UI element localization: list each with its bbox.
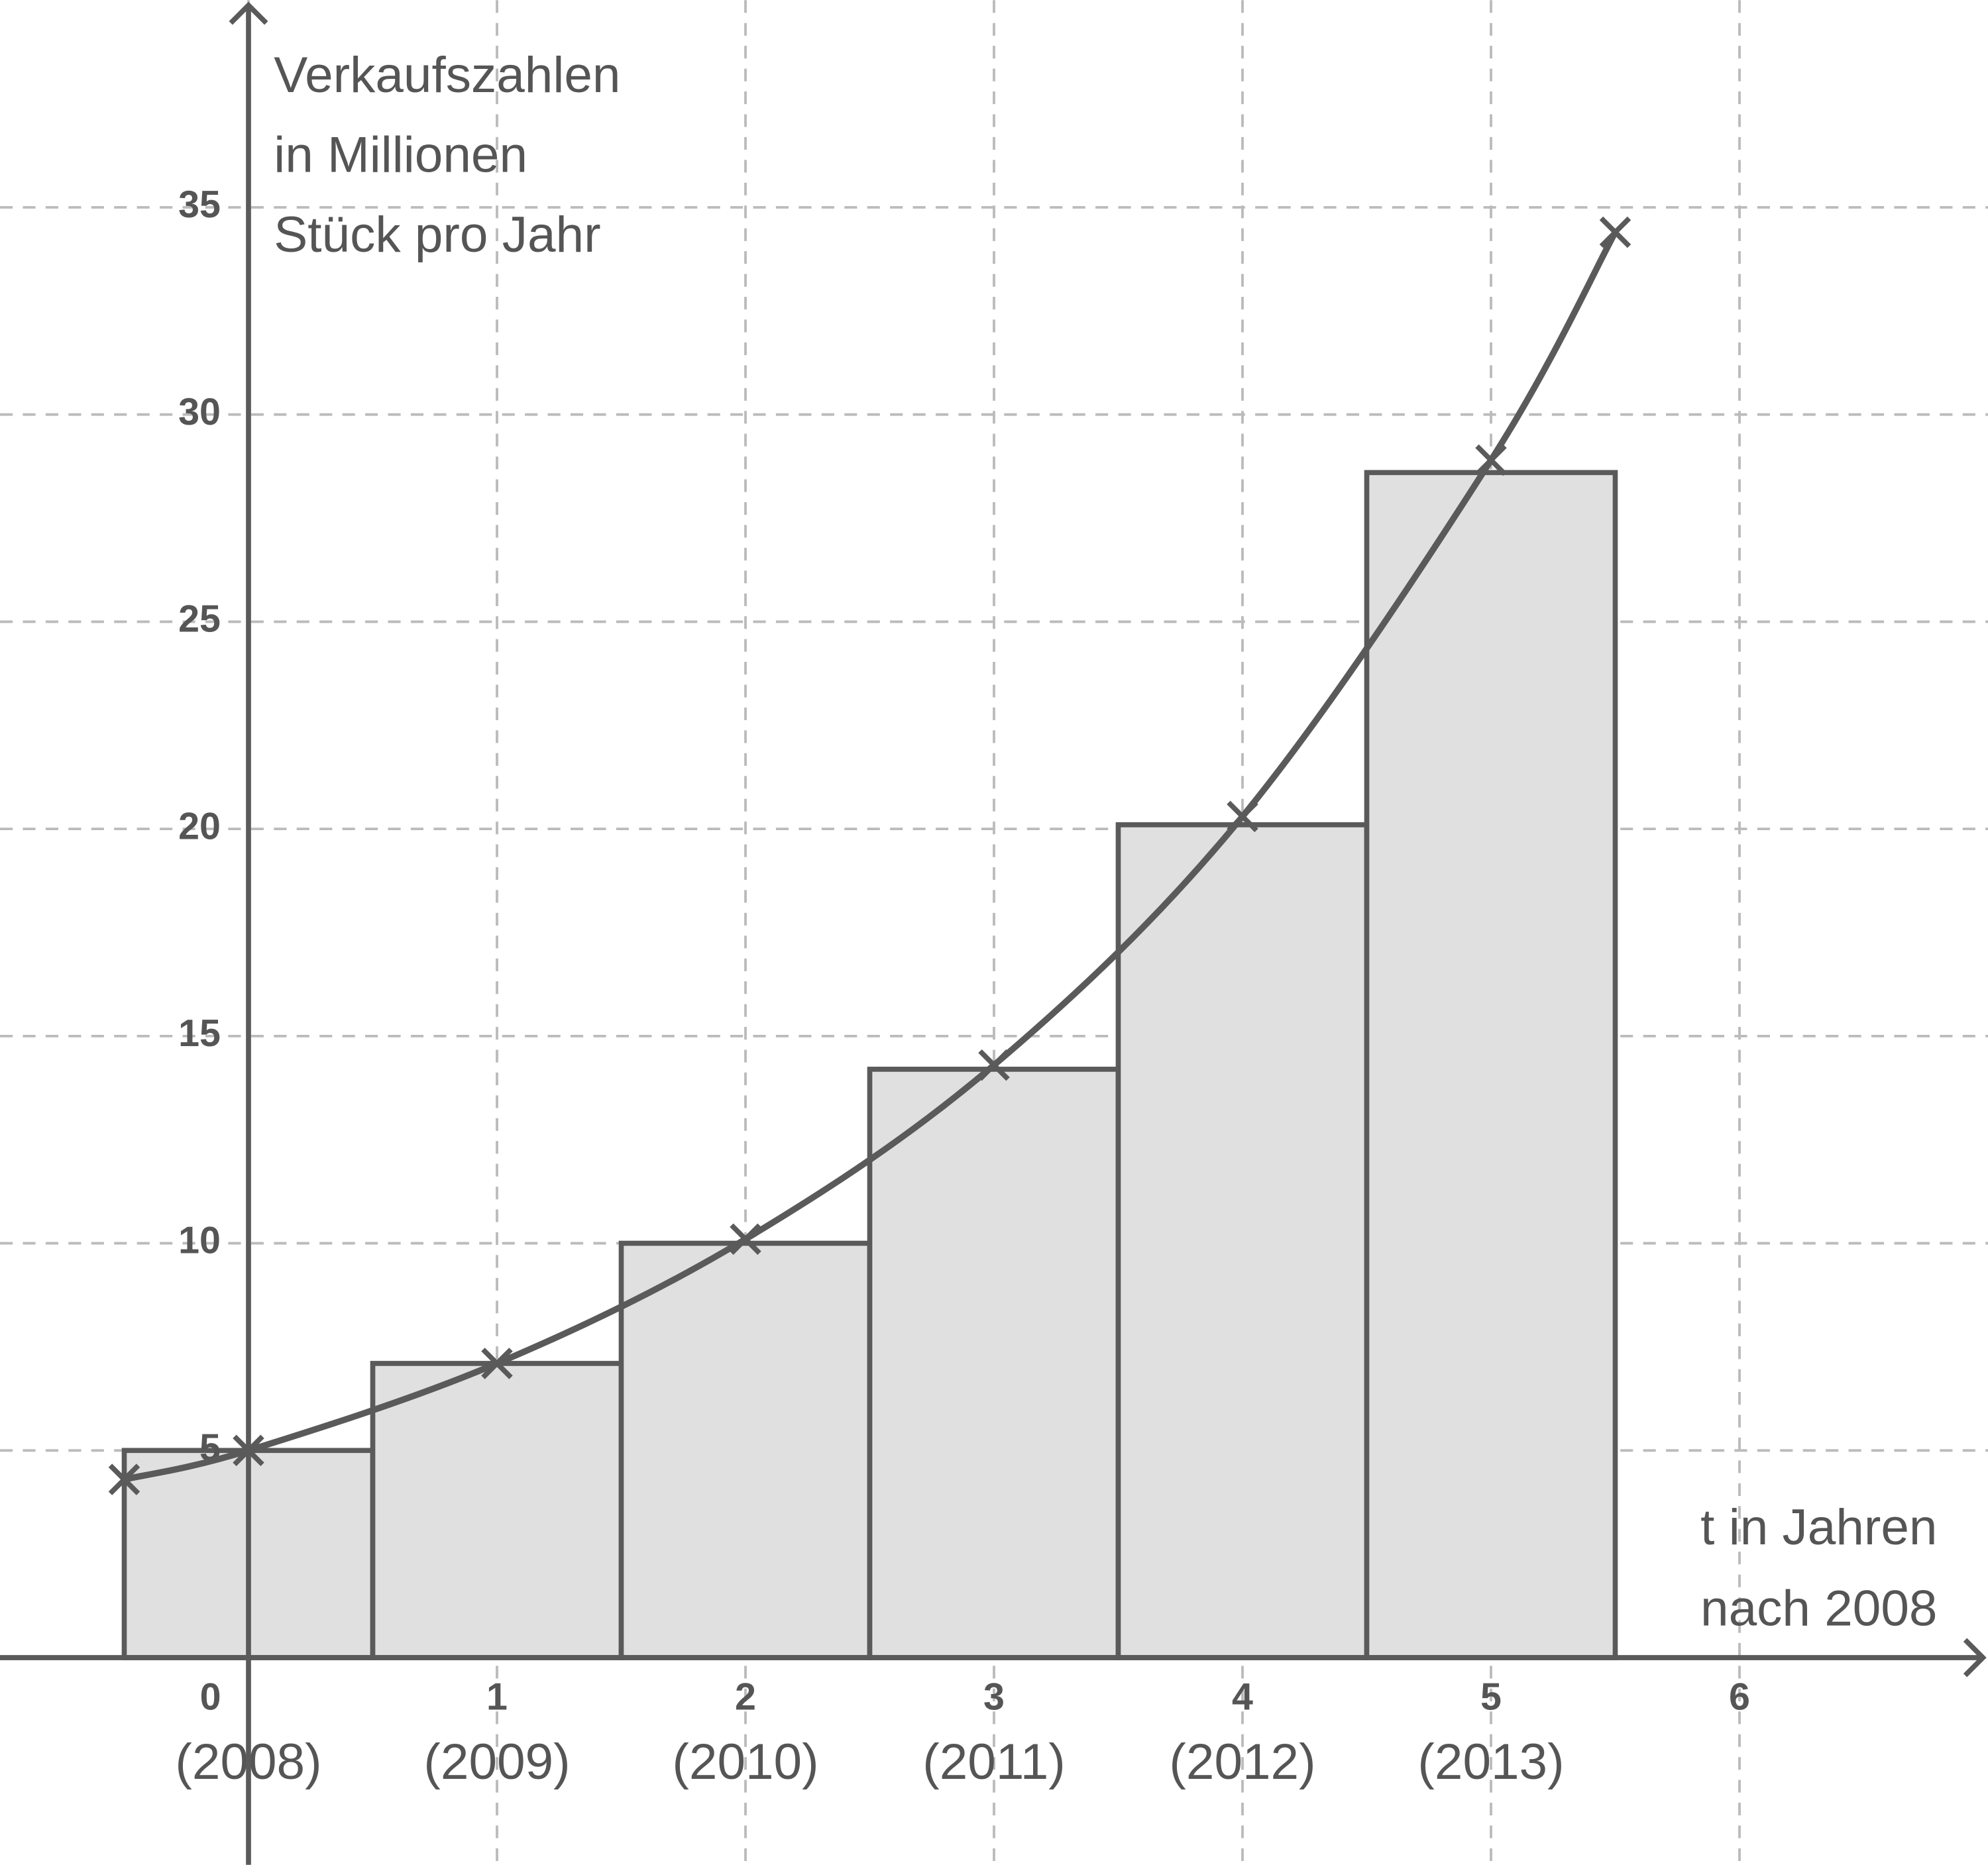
cross-marker — [730, 1223, 761, 1255]
year-label: (2013) — [1417, 1734, 1564, 1790]
bars — [121, 470, 1618, 1660]
y-axis-arrow — [229, 1, 268, 25]
cross-marker — [978, 1049, 1010, 1081]
curve — [123, 231, 1618, 1483]
y-axis-label: Stück pro Jahr — [274, 207, 600, 263]
x-tick-label: 2 — [735, 1676, 756, 1718]
x-tick-label: 4 — [1232, 1676, 1253, 1718]
cross-marker — [1227, 800, 1258, 833]
bar — [867, 1067, 1121, 1660]
y-tick-label: 10 — [178, 1220, 221, 1262]
y-axis-label: Verkaufszahlen — [274, 47, 620, 103]
x-tick-label: 1 — [486, 1676, 508, 1718]
x-tick-label: 0 — [200, 1676, 221, 1718]
x-tick-label: 5 — [1480, 1676, 1502, 1718]
x-axis-label: t in Jahren — [1700, 1499, 1937, 1556]
cross-marker — [1475, 444, 1507, 476]
year-label: (2011) — [922, 1734, 1066, 1790]
cross-marker — [481, 1348, 513, 1379]
bar — [370, 1361, 624, 1660]
y-tick-label: 35 — [178, 184, 221, 226]
x-axis-label: nach 2008 — [1700, 1580, 1937, 1636]
y-axis-label: in Millionen — [274, 127, 527, 184]
x-tick-label: 3 — [983, 1676, 1005, 1718]
x-tick-label: 6 — [1729, 1676, 1750, 1718]
year-label: (2010) — [672, 1734, 818, 1790]
cross-marker — [1599, 216, 1631, 248]
foreground — [108, 216, 1631, 1495]
y-tick-label: 25 — [178, 598, 221, 641]
cross-marker — [233, 1434, 264, 1467]
bar — [618, 1240, 873, 1660]
y-tick-label: 30 — [178, 391, 221, 433]
y-tick-label: 15 — [178, 1012, 221, 1055]
cross-marker — [108, 1464, 140, 1495]
y-tick-label: 20 — [178, 805, 221, 847]
year-label: (2012) — [1169, 1734, 1315, 1790]
bar — [1364, 470, 1618, 1660]
year-label: (2009) — [423, 1734, 570, 1790]
x-axis-arrow — [1963, 1638, 1987, 1678]
bar — [1115, 822, 1370, 1660]
